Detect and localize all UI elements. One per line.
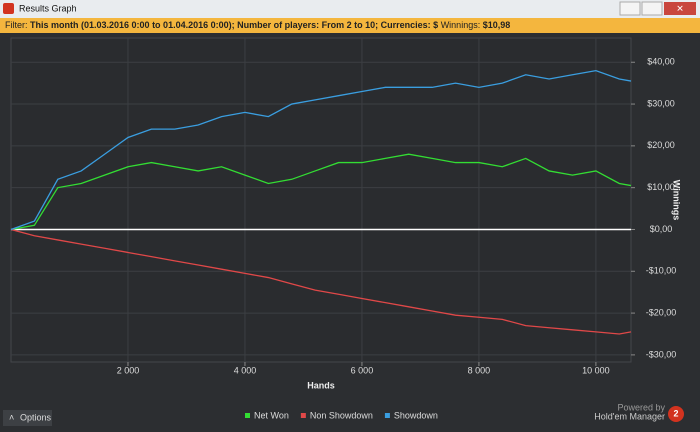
window-title: Results Graph [19, 3, 77, 13]
y-axis-label: Winnings [672, 180, 682, 220]
filter-line: Filter: This month (01.03.2016 0:00 to 0… [5, 20, 510, 30]
legend-label: Showdown [394, 410, 438, 420]
legend-swatch [300, 413, 306, 418]
x-tick-label: 6 000 [351, 365, 374, 375]
y-tick-label: $30,00 [647, 98, 675, 108]
y-tick-label: $40,00 [647, 57, 675, 67]
winnings-label: Winnings: [441, 20, 481, 30]
legend-swatch [245, 413, 250, 418]
powered-by: Powered by [617, 402, 665, 412]
x-tick-label: 2 000 [117, 365, 140, 375]
winnings-value: $10,98 [483, 20, 511, 30]
options-caret: ˄ [9, 412, 14, 422]
series-line [10, 69, 632, 231]
x-tick-label: 4 000 [234, 365, 257, 375]
maximize-button[interactable] [641, 1, 663, 16]
title-bar [0, 0, 700, 18]
options-button[interactable] [3, 410, 52, 426]
options-label: Options [20, 412, 52, 422]
legend-label: Net Won [254, 410, 289, 420]
filter-label: Filter: [5, 20, 28, 30]
y-tick-label: -$10,00 [646, 266, 677, 276]
x-axis-label: Hands [307, 380, 335, 390]
app-icon [3, 3, 14, 14]
legend-label: Non Showdown [310, 410, 373, 420]
brand: Hold'em Manager [594, 411, 665, 421]
series-line [10, 228, 632, 335]
filter-bar [0, 18, 700, 33]
minimize-button[interactable] [619, 1, 641, 16]
close-button[interactable] [664, 2, 696, 15]
filter-text: This month (01.03.2016 0:00 to 01.04.201… [30, 20, 438, 30]
y-tick-label: -$20,00 [646, 307, 677, 317]
close-glyph: ✕ [676, 3, 684, 13]
y-tick-label: $0,00 [650, 224, 673, 234]
y-tick-label: $20,00 [647, 140, 675, 150]
series-line [10, 153, 632, 231]
legend-swatch [384, 413, 390, 418]
y-tick-label: -$30,00 [646, 349, 677, 359]
y-tick-label: $10,00 [647, 182, 675, 192]
x-tick-label: 10 000 [582, 365, 610, 375]
x-tick-label: 8 000 [468, 365, 491, 375]
brand-badge-text: 2 [673, 408, 678, 418]
plot-area [10, 37, 632, 363]
brand-badge [668, 406, 684, 422]
